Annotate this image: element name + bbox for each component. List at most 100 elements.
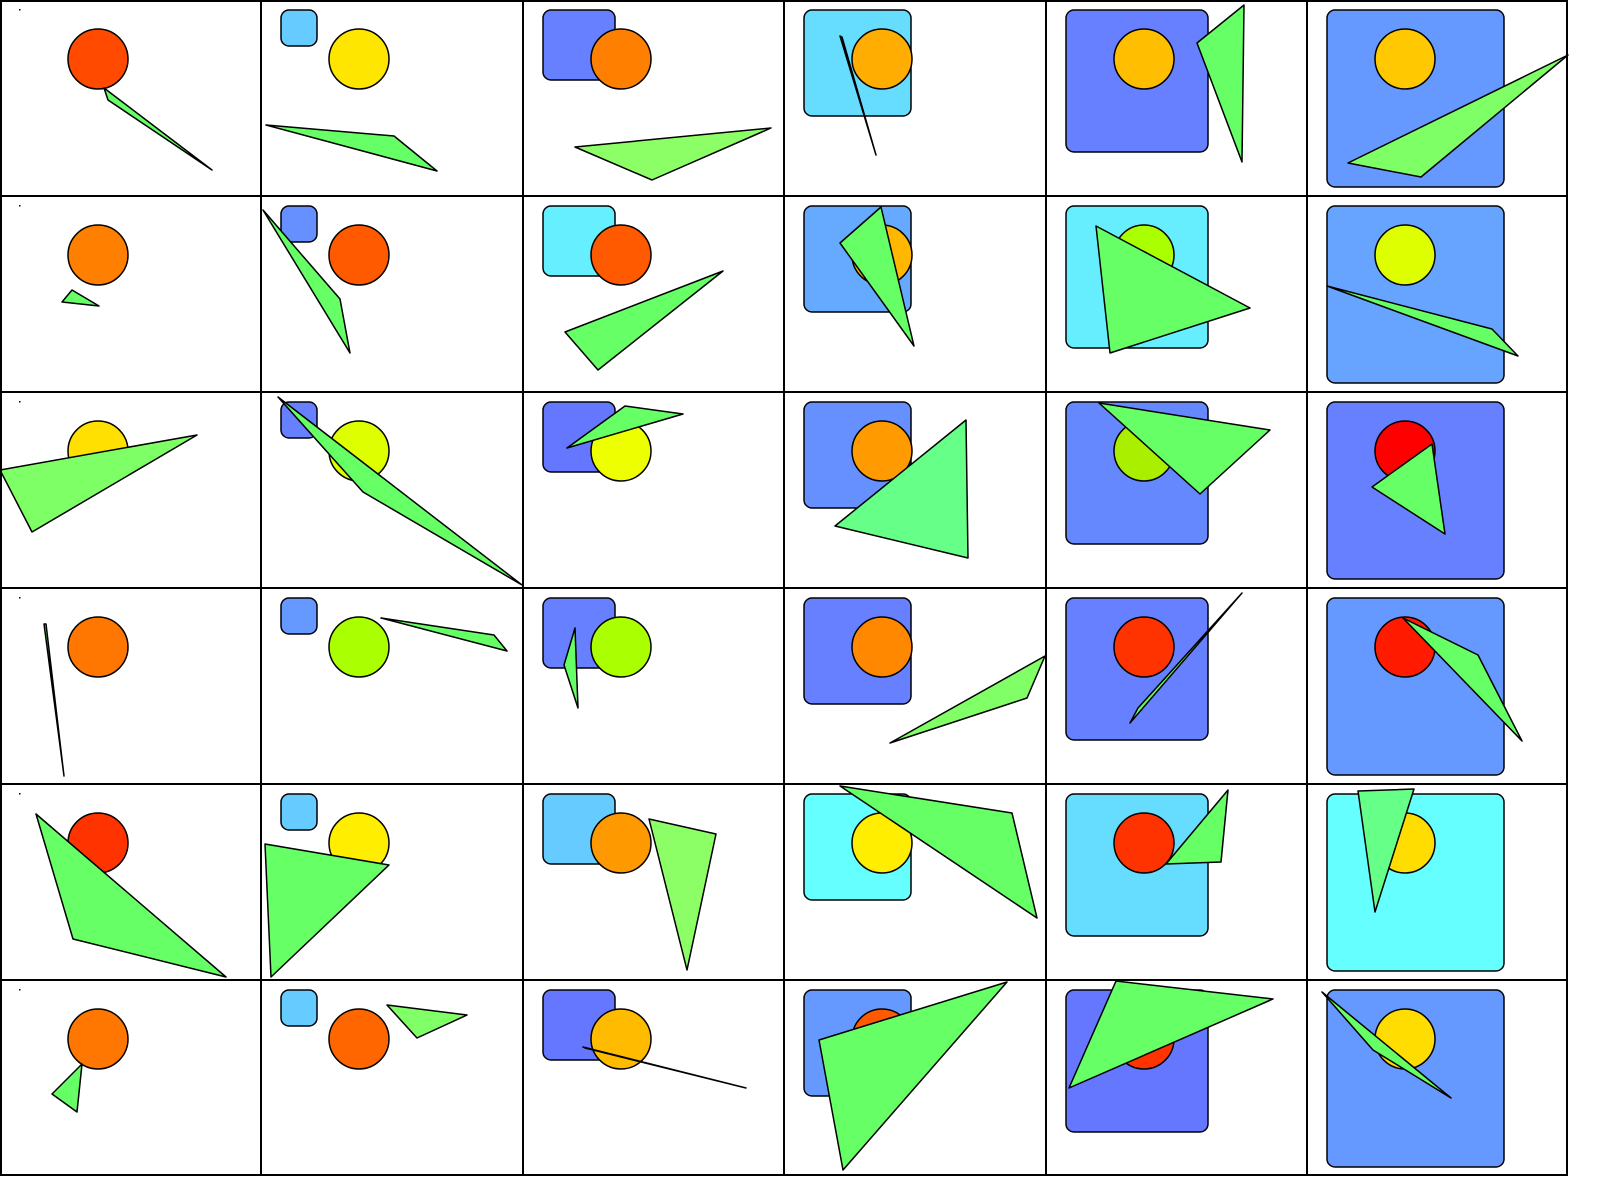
cell-r3-c6 [1326, 401, 1505, 580]
marker-dot [19, 205, 21, 207]
triangle [103, 87, 213, 171]
triangle [1357, 788, 1415, 913]
cell-r5-c4 [803, 785, 1038, 919]
cell-r5-c5 [1065, 789, 1229, 937]
rounded-square [280, 205, 318, 243]
rounded-square [280, 989, 318, 1027]
triangle [648, 818, 717, 971]
triangle [264, 843, 390, 978]
circle [590, 812, 652, 874]
triangle [582, 1046, 747, 1089]
triangle [1098, 402, 1271, 495]
triangle [265, 124, 438, 172]
cell-r1-c1 [19, 9, 213, 171]
cell-r5-c3 [542, 793, 717, 971]
cell-r3-c5 [1065, 401, 1271, 545]
circle [1113, 812, 1175, 874]
marker-dot [19, 597, 21, 599]
cell-r2-c5 [1065, 205, 1251, 354]
circle [1113, 28, 1175, 90]
triangle [35, 813, 227, 978]
cell-r1-c6 [1326, 9, 1569, 188]
marker-dot [19, 9, 21, 11]
triangle [1321, 991, 1452, 1099]
marker-dot [19, 989, 21, 991]
circle [67, 28, 129, 90]
triangle [839, 785, 1038, 919]
triangle [1402, 617, 1523, 742]
circle [328, 224, 390, 286]
cell-r3-c2 [277, 396, 523, 586]
circle [590, 28, 652, 90]
cell-r1-c2 [265, 9, 438, 172]
triangle [834, 419, 969, 559]
triangle [1371, 443, 1446, 535]
cell-r2-c4 [803, 205, 915, 347]
triangle [1068, 980, 1274, 1089]
cell-r2-c3 [542, 205, 724, 371]
triangle [1347, 54, 1569, 178]
circle [1113, 616, 1175, 678]
triangle [1165, 789, 1229, 865]
cell-r4-c2 [280, 597, 508, 678]
cell-r6-c4 [803, 981, 1008, 1171]
triangle [386, 1004, 468, 1039]
cell-r5-c6 [1326, 788, 1505, 972]
circle [590, 1008, 652, 1070]
triangle [564, 270, 724, 371]
cell-r4-c3 [542, 597, 652, 709]
rounded-square [280, 597, 318, 635]
circle [590, 224, 652, 286]
cell-r6-c5 [1065, 980, 1274, 1133]
triangle [574, 127, 772, 181]
circle [328, 616, 390, 678]
circle [328, 1008, 390, 1070]
cell-r6-c2 [280, 989, 468, 1070]
circle [328, 28, 390, 90]
cell-r2-c6 [1326, 205, 1519, 384]
rounded-square [1326, 597, 1505, 776]
cell-r5-c2 [264, 793, 390, 978]
cell-r6-c3 [542, 989, 747, 1089]
triangle [566, 405, 684, 449]
circle [1374, 616, 1436, 678]
circle [851, 616, 913, 678]
triangle [0, 434, 198, 533]
cell-r5-c1 [19, 793, 227, 978]
triangle [61, 289, 100, 307]
marker-dot [19, 401, 21, 403]
circle [1374, 28, 1436, 90]
cell-r3-c3 [542, 401, 684, 482]
triangle [1095, 225, 1251, 354]
cell-r4-c5 [1065, 592, 1243, 741]
circle [590, 616, 652, 678]
triangle [889, 655, 1046, 744]
triangle [1326, 285, 1519, 357]
cell-r3-c4 [803, 401, 969, 559]
circle [851, 28, 913, 90]
circle [67, 224, 129, 286]
triangle [1196, 4, 1245, 163]
cell-r2-c2 [262, 205, 390, 354]
cell-r6-c1 [19, 989, 129, 1113]
triangle [380, 617, 508, 652]
cell-r6-c6 [1321, 989, 1505, 1168]
triangle [277, 396, 523, 586]
rounded-square [1326, 205, 1505, 384]
triangle [818, 981, 1008, 1171]
grid-border [0, 0, 1568, 1176]
triangle [839, 35, 877, 156]
circle [67, 616, 129, 678]
triangle [563, 627, 579, 709]
cell-r3-c1 [0, 401, 198, 533]
cell-r1-c5 [1065, 4, 1245, 163]
cell-r4-c6 [1326, 597, 1523, 776]
triangle [43, 623, 65, 777]
cell-r4-c4 [803, 597, 1046, 744]
cell-r4-c1 [19, 597, 129, 777]
cell-r1-c3 [542, 9, 772, 181]
triangle [262, 209, 351, 354]
triangle [1129, 592, 1243, 724]
triangle [839, 206, 915, 347]
